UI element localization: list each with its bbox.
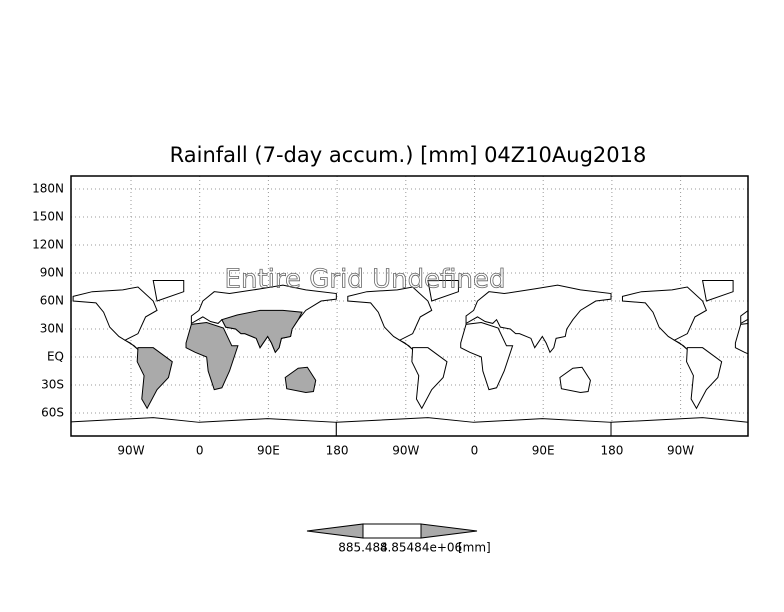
colorbar-unit: [mm]	[458, 541, 491, 555]
lat-label: 150N	[32, 210, 64, 224]
colorbar: 885.484 8.85484e+06 [mm]	[306, 523, 491, 555]
map-frame	[70, 175, 749, 437]
lat-label: 30S	[41, 378, 64, 392]
lat-label: 180N	[32, 182, 64, 196]
lon-label: 180	[600, 444, 623, 458]
lat-label: 90N	[40, 266, 64, 280]
lon-label: 0	[196, 444, 204, 458]
lon-label: 90W	[667, 444, 694, 458]
lat-label: EQ	[47, 350, 64, 364]
lon-label: 0	[471, 444, 479, 458]
lon-label: 90E	[257, 444, 280, 458]
lon-label: 90W	[117, 444, 144, 458]
map-title: Rainfall (7-day accum.) [mm] 04Z10Aug201…	[170, 143, 647, 167]
annotation: Entire Grid Undefined	[225, 265, 506, 295]
colorbar-box	[362, 523, 422, 539]
lon-label: 90W	[392, 444, 419, 458]
lon-label: 90E	[532, 444, 555, 458]
map-land	[71, 280, 748, 436]
lat-label: 30N	[40, 322, 64, 336]
lat-label: 120N	[32, 238, 64, 252]
colorbar-left	[306, 523, 364, 539]
lon-label: 180	[326, 444, 349, 458]
lat-label: 60S	[41, 406, 64, 420]
colorbar-label: 885.484	[338, 541, 388, 555]
colorbar-label: 8.85484e+06	[380, 541, 462, 555]
lat-label: 60N	[40, 294, 64, 308]
colorbar-right	[420, 523, 478, 539]
